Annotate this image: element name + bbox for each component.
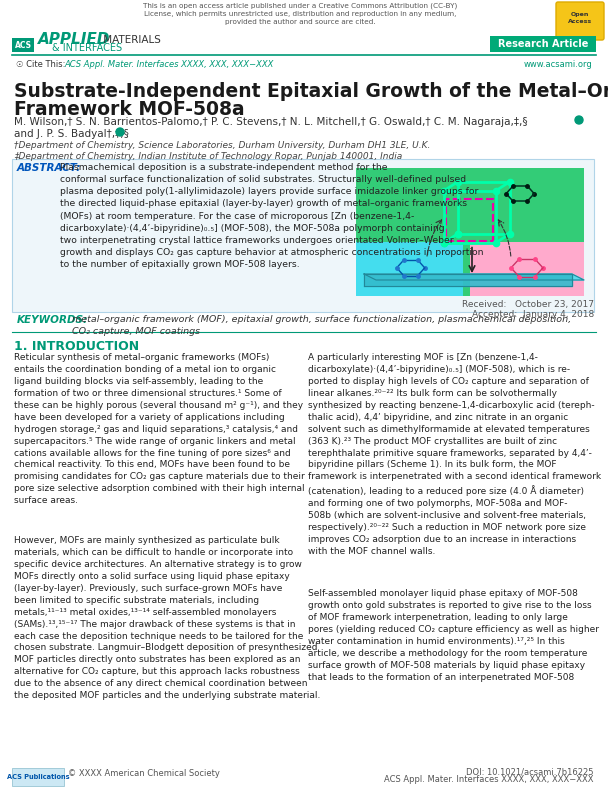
Text: ABSTRACT:: ABSTRACT: (17, 163, 81, 173)
Text: ACS Appl. Mater. Interfaces XXXX, XXX, XXX−XXX: ACS Appl. Mater. Interfaces XXXX, XXX, X… (384, 775, 594, 785)
Polygon shape (364, 274, 572, 286)
Text: www.acsami.org: www.acsami.org (523, 60, 592, 69)
Text: ☉ Cite This:: ☉ Cite This: (16, 60, 66, 69)
Text: iD: iD (576, 118, 582, 122)
Text: However, MOFs are mainly synthesized as particulate bulk
materials, which can be: However, MOFs are mainly synthesized as … (14, 536, 320, 700)
Text: Received:   October 23, 2017: Received: October 23, 2017 (462, 300, 594, 309)
Text: ‡Department of Chemistry, Indian Institute of Technology Ropar, Punjab 140001, I: ‡Department of Chemistry, Indian Institu… (14, 152, 402, 161)
Bar (12, 38, 34, 52)
Bar (12, 159, 594, 312)
Text: ACS Appl. Mater. Interfaces XXXX, XXX, XXX−XXX: ACS Appl. Mater. Interfaces XXXX, XXX, X… (64, 60, 274, 69)
Bar (356, 242, 463, 296)
Bar (490, 36, 596, 52)
Circle shape (575, 116, 583, 124)
Text: © XXXX American Chemical Society: © XXXX American Chemical Society (68, 770, 220, 778)
Bar (12, 768, 64, 786)
Bar (470, 242, 584, 296)
Text: ACS: ACS (15, 41, 32, 50)
Text: MATERIALS: MATERIALS (100, 35, 161, 45)
Text: metal–organic framework (MOF), epitaxial growth, surface functionalization, plas: metal–organic framework (MOF), epitaxial… (72, 315, 571, 336)
Text: Research Article: Research Article (498, 39, 588, 49)
Bar (446, 199, 493, 241)
Circle shape (116, 128, 124, 136)
Text: Reticular synthesis of metal–organic frameworks (MOFs)
entails the coordination : Reticular synthesis of metal–organic fra… (14, 353, 305, 506)
Text: Substrate-Independent Epitaxial Growth of the Metal–Organic: Substrate-Independent Epitaxial Growth o… (14, 82, 608, 101)
Text: 1. INTRODUCTION: 1. INTRODUCTION (14, 340, 139, 353)
Text: Framework MOF-508a: Framework MOF-508a (14, 100, 244, 119)
Text: This is an open access article published under a Creative Commons Attribution (C: This is an open access article published… (143, 2, 457, 26)
Text: Accepted:  January 4, 2018: Accepted: January 4, 2018 (472, 310, 594, 319)
FancyBboxPatch shape (556, 2, 604, 40)
Polygon shape (364, 274, 584, 280)
Text: KEYWORDS:: KEYWORDS: (17, 315, 88, 325)
Text: and J. P. S. Badyal†,‡,§: and J. P. S. Badyal†,‡,§ (14, 129, 129, 139)
Text: ACS Publications: ACS Publications (7, 774, 69, 780)
Text: Plasmachemical deposition is a substrate-independent method for the
conformal su: Plasmachemical deposition is a substrate… (60, 163, 483, 269)
Text: Open
Access: Open Access (568, 12, 592, 23)
Text: A particularly interesting MOF is [Zn (benzene-1,4-
dicarboxylate)·(4,4’-bipyrid: A particularly interesting MOF is [Zn (b… (308, 353, 601, 556)
Text: iD: iD (117, 130, 123, 134)
Text: DOI: 10.1021/acsami.7b16225: DOI: 10.1021/acsami.7b16225 (466, 767, 594, 777)
Text: & INTERFACES: & INTERFACES (52, 43, 122, 53)
Text: APPLIED: APPLIED (38, 33, 111, 47)
Text: M. Wilson,† S. N. Barrientos-Palomo,† P. C. Stevens,† N. L. Mitchell,† G. Oswald: M. Wilson,† S. N. Barrientos-Palomo,† P.… (14, 117, 528, 127)
Bar (356, 168, 584, 296)
Text: †Department of Chemistry, Science Laboratories, Durham University, Durham DH1 3L: †Department of Chemistry, Science Labora… (14, 141, 430, 150)
Text: Self-assembled monolayer liquid phase epitaxy of MOF-508
growth onto gold substr: Self-assembled monolayer liquid phase ep… (308, 589, 599, 682)
